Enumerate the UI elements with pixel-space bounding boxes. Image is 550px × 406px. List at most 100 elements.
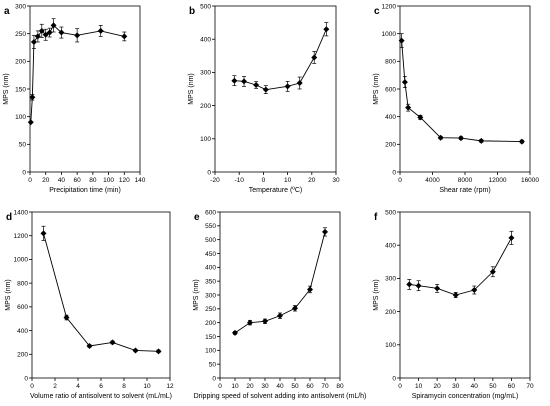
data-point (518, 138, 525, 145)
chart-panel-d: d 0 2 4 6 8 10 12 0 200 400 600 800 1000 1200 1400 Volum… (5, 209, 174, 400)
y-tick-label: 500 (200, 3, 211, 10)
x-tick-label: 70 (321, 383, 329, 390)
plot-frame (219, 211, 341, 379)
x-axis-label: Precipitation time (min) (49, 187, 121, 194)
y-tick-label: 800 (17, 280, 28, 287)
data-point (401, 79, 408, 86)
x-tick-label: 10 (284, 177, 292, 184)
data-point (58, 29, 65, 36)
x-tick-label: 4 (76, 383, 80, 390)
y-tick-label: 1000 (14, 257, 29, 264)
panel-letter: f (374, 212, 378, 223)
series-line (401, 40, 522, 143)
y-tick-label: 600 (205, 209, 216, 216)
x-axis-label: Dripping speed of solvent adding into an… (194, 393, 367, 400)
x-tick-label: 2 (53, 383, 57, 390)
y-axis-label: MPS (nm) (193, 279, 200, 311)
y-tick-label: 200 (385, 142, 396, 149)
y-axis-label: MPS (nm) (5, 279, 12, 311)
data-point (40, 230, 47, 237)
y-tick-label: 300 (205, 292, 216, 299)
x-tick-label: 50 (291, 383, 299, 390)
x-tick-label: 30 (261, 383, 269, 390)
data-point (34, 33, 41, 40)
y-axis-label: MPS (nm) (3, 73, 10, 105)
x-tick-label: 6 (99, 383, 103, 390)
x-tick-label: 20 (246, 383, 254, 390)
x-axis-label: Temperature (ºC) (249, 187, 303, 194)
y-tick-label: 500 (385, 209, 396, 216)
y-tick-label: 0 (392, 169, 396, 176)
x-tick-label: 4000 (425, 177, 440, 184)
y-tick-label: 1200 (14, 233, 29, 240)
plot-frame (399, 211, 531, 379)
y-tick-label: 350 (205, 278, 216, 285)
y-tick-label: 100 (385, 342, 396, 349)
y-tick-label: 0 (22, 169, 26, 176)
data-point (277, 312, 283, 319)
x-axis-label: Spiramycin concentration (mg/mL) (412, 393, 519, 400)
x-tick-label: -10 (234, 177, 244, 184)
data-point (42, 31, 49, 38)
data-point (97, 27, 104, 34)
x-tick-label: 8 (122, 383, 126, 390)
plot-frame (214, 5, 337, 173)
data-point (63, 314, 70, 321)
y-tick-label: 450 (205, 251, 216, 258)
y-tick-label: 400 (205, 265, 216, 272)
chart-panel-c: c 0 4000 8000 12000 16000 0 200 400 600 800 1000 120… (373, 3, 539, 194)
data-point (323, 26, 330, 33)
y-axis-label: MPS (nm) (373, 73, 380, 105)
y-tick-label: 550 (205, 223, 216, 230)
panel-letter: c (374, 6, 380, 17)
y-tick-label: 0 (392, 375, 396, 382)
y-tick-label: 150 (15, 86, 26, 93)
x-tick-label: 0 (398, 177, 402, 184)
data-point (74, 32, 81, 39)
x-tick-label: 16000 (521, 177, 539, 184)
data-point (253, 82, 260, 89)
y-tick-label: 500 (205, 237, 216, 244)
data-point (417, 114, 424, 121)
panel-letter: b (189, 6, 195, 17)
x-tick-label: 8000 (458, 177, 473, 184)
data-point (38, 27, 45, 34)
x-tick-label: 12 (166, 383, 174, 390)
y-tick-label: 400 (385, 243, 396, 250)
y-tick-label: 200 (200, 103, 211, 110)
x-tick-label: 100 (103, 177, 114, 184)
data-point (457, 135, 464, 142)
data-point (284, 83, 291, 90)
y-tick-label: 200 (15, 59, 26, 66)
y-tick-label: 300 (200, 70, 211, 77)
y-tick-label: 400 (385, 114, 396, 121)
y-tick-label: 100 (15, 114, 26, 121)
data-point (452, 292, 459, 298)
data-point (231, 77, 238, 84)
y-tick-label: 0 (24, 375, 28, 382)
y-tick-label: 250 (205, 306, 216, 313)
data-point (27, 119, 34, 126)
data-point (489, 268, 496, 275)
data-point (46, 29, 53, 36)
y-tick-label: 300 (385, 276, 396, 283)
data-point (121, 33, 128, 40)
data-point (262, 318, 268, 325)
x-tick-label: 140 (135, 177, 146, 184)
data-point (241, 78, 248, 85)
data-point (29, 94, 36, 101)
data-point (322, 228, 328, 235)
x-tick-label: 0 (218, 383, 222, 390)
data-point (30, 38, 37, 45)
data-point (109, 339, 116, 346)
y-tick-label: 0 (212, 375, 216, 382)
x-tick-label: 0 (398, 383, 402, 390)
series-line (234, 29, 327, 91)
x-axis-label: Volume ratio of antisolvent to solvent (… (30, 393, 172, 400)
data-point (434, 285, 441, 292)
data-point (405, 104, 412, 111)
chart-panel-a: a 0 20 40 60 80 100 120 140 0 50 100 150 200 250 300 Pre… (3, 3, 146, 194)
chart-panel-f: f 0 10 20 30 40 50 60 70 0 100 200 300 400 500 Spiramyc… (373, 209, 534, 400)
data-point (478, 137, 485, 144)
